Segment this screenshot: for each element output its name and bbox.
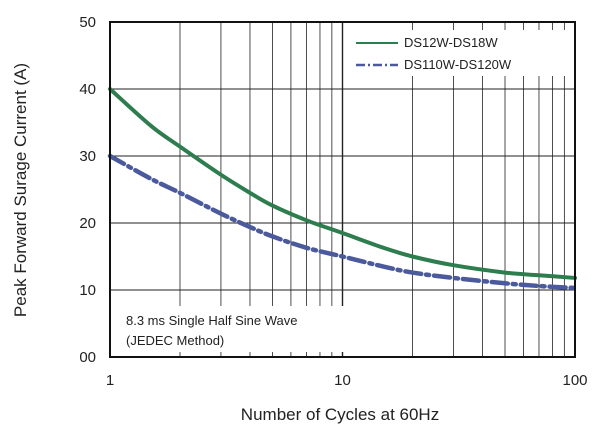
y-tick-label: 20: [79, 215, 96, 232]
y-tick-label: 30: [79, 148, 96, 165]
grid-lines: [110, 22, 575, 357]
series-line-2: [107, 153, 578, 291]
x-axis-title: Number of Cycles at 60Hz: [241, 405, 439, 424]
annotation-line-2: (JEDEC Method): [126, 333, 224, 348]
tick-labels: 00 10 20 30 40 50 1 10 100: [79, 14, 587, 389]
annotation-background: [114, 306, 394, 352]
x-tick-label: 1: [106, 372, 114, 389]
legend-label-series-1: DS12W-DS18W: [404, 35, 498, 50]
x-tick-label: 10: [334, 372, 351, 389]
y-axis-title: Peak Forward Surage Current (A): [11, 63, 30, 317]
legend-label-series-2: DS110W-DS120W: [404, 57, 512, 72]
y-tick-label: 10: [79, 282, 96, 299]
x-tick-label: 100: [562, 372, 587, 389]
annotation-box: 8.3 ms Single Half Sine Wave (JEDEC Meth…: [114, 306, 394, 352]
plot-border: [109, 21, 576, 358]
data-series: [107, 87, 578, 291]
series-line-1: [108, 87, 577, 280]
plot-frame: [109, 21, 576, 358]
y-tick-label: 00: [79, 349, 96, 366]
annotation-line-1: 8.3 ms Single Half Sine Wave: [126, 313, 297, 328]
legend-background: [350, 30, 565, 76]
y-tick-label: 40: [79, 81, 96, 98]
legend: DS12W-DS18W DS110W-DS120W: [350, 30, 565, 76]
y-tick-label: 50: [79, 14, 96, 31]
